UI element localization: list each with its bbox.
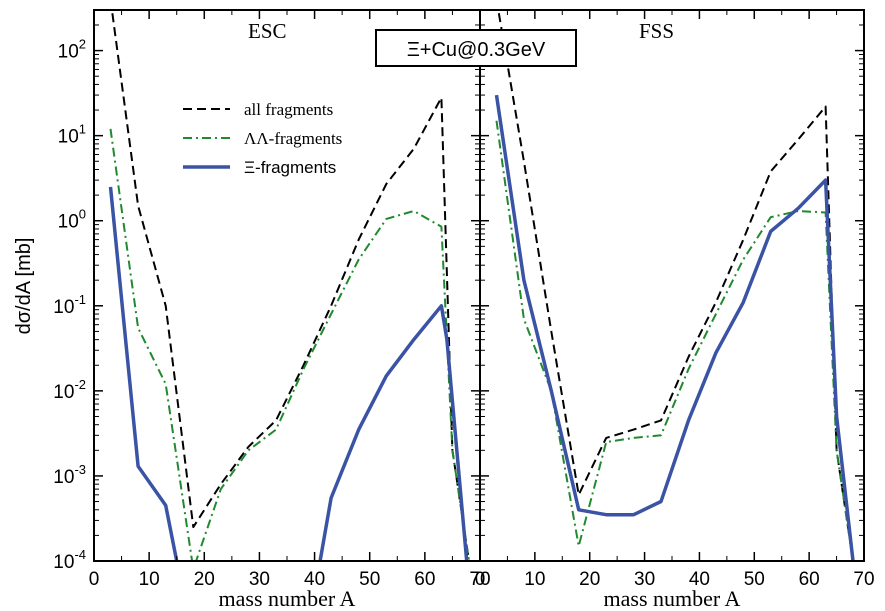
right-panel-series: [494, 10, 855, 561]
x-tick-label: 30: [634, 569, 655, 590]
x-axis-title-right: mass number A: [604, 586, 741, 611]
annotation-box: [375, 29, 577, 67]
y-tick-label: 10-2: [53, 377, 86, 403]
left-panel-series: [108, 10, 470, 561]
x-tick-label: 20: [579, 569, 600, 590]
y-axis-title: dσ/dA [mb]: [13, 238, 35, 335]
left-panel-frame: [93, 9, 481, 562]
x-tick-label: 40: [689, 569, 710, 590]
panel-title-esc: ESC: [248, 19, 287, 43]
series-line-p0-2: [108, 186, 469, 561]
legend-label-all: all fragments: [244, 100, 333, 119]
x-tick-label: 0: [475, 569, 486, 590]
right-panel-frame: [479, 9, 865, 562]
x-tick-label: 0: [89, 569, 100, 590]
x-axis-title-left: mass number A: [219, 586, 356, 611]
series-line-p1-0: [497, 10, 854, 561]
x-tick-label: 50: [359, 569, 380, 590]
series-line-p0-0: [110, 10, 470, 561]
y-tick-label: 101: [58, 122, 86, 148]
x-tick-label: 70: [469, 569, 490, 590]
legend-label-ll: ΛΛ-fragments: [244, 129, 342, 148]
x-tick-label: 10: [524, 569, 545, 590]
x-tick-label: 40: [304, 569, 325, 590]
series-line-p1-1: [495, 120, 854, 561]
y-tick-label: 102: [58, 37, 86, 63]
series-line-p0-1: [109, 128, 470, 561]
x-tick-label: 70: [853, 569, 874, 590]
legend-label-xi: Ξ-fragments: [244, 158, 336, 177]
x-tick-label: 60: [799, 569, 820, 590]
x-tick-label: 20: [194, 569, 215, 590]
x-tick-label: 30: [249, 569, 270, 590]
y-tick-label: 10-3: [53, 462, 86, 488]
y-tick-label: 10-4: [53, 547, 86, 573]
annotation-label: Ξ+Cu@0.3GeV: [407, 39, 546, 61]
y-tick-label: 100: [58, 207, 86, 233]
series-line-p1-2: [494, 94, 855, 561]
panel-title-fss: FSS: [639, 19, 674, 43]
y-tick-label: 10-1: [53, 292, 86, 318]
legend: all fragments ΛΛ-fragments Ξ-fragments: [183, 100, 342, 177]
x-tick-label: 50: [744, 569, 765, 590]
x-tick-label: 10: [139, 569, 160, 590]
axes: 0 10 20 30 40 50 60 700 10 20 30 40 50 60 701021011001…: [53, 9, 875, 590]
x-tick-label: 60: [414, 569, 435, 590]
